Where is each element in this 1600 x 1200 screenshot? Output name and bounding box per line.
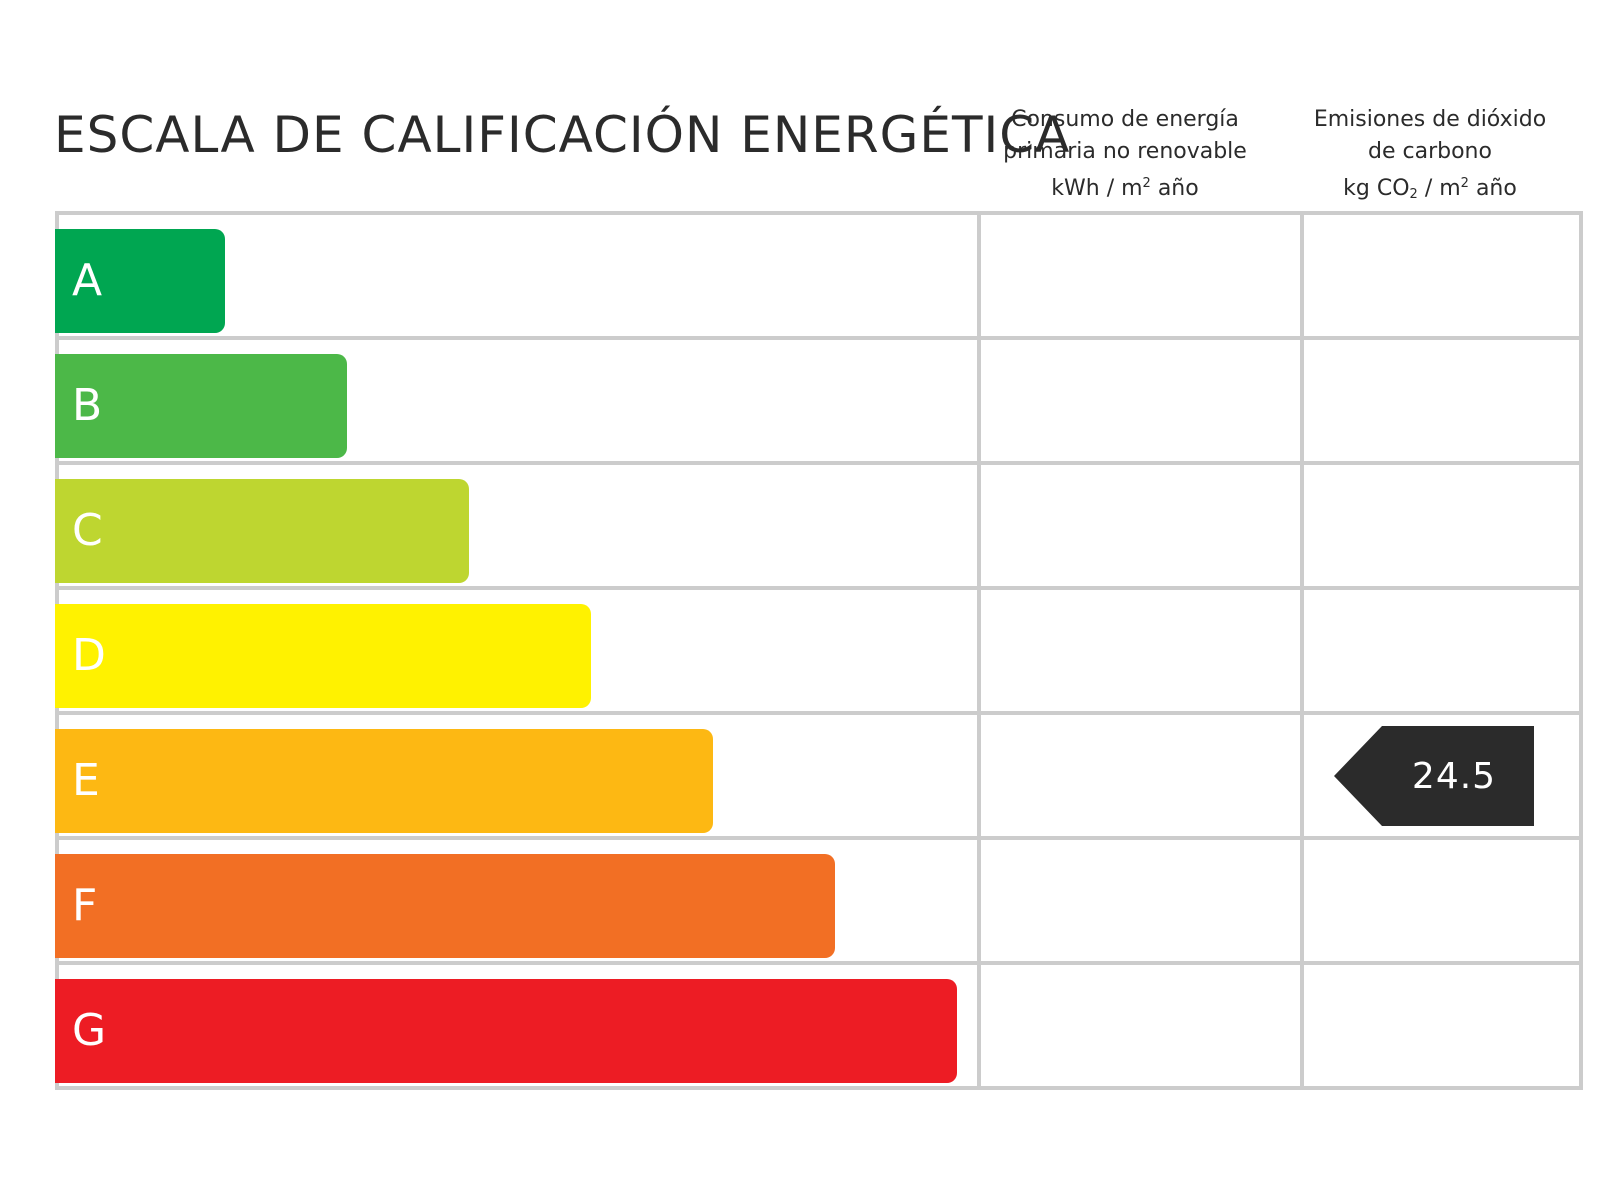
grid-vline	[1579, 211, 1583, 1090]
consumo-unit-b: año	[1150, 176, 1199, 201]
grid-vline	[1300, 211, 1304, 1090]
emisiones-unit-mid: / m	[1417, 176, 1461, 201]
rating-pointer-arrow	[1334, 726, 1534, 826]
emisiones-unit-sup: 2	[1460, 176, 1469, 191]
consumo-unit-a: kWh / m	[1051, 176, 1143, 201]
rating-pointer-shape	[1334, 726, 1534, 826]
emisiones-unit-a: kg CO	[1343, 176, 1410, 201]
bar-d: D	[55, 604, 591, 708]
bar-label: F	[72, 880, 98, 931]
bar-a: A	[55, 229, 225, 333]
grid-hline	[55, 711, 1583, 715]
emisiones-column-header: Emisiones de dióxido de carbono kg CO2 /…	[1290, 104, 1570, 211]
emisiones-header-unit: kg CO2 / m2 año	[1290, 168, 1570, 211]
emisiones-header-line2: de carbono	[1368, 139, 1492, 164]
bar-label: D	[72, 630, 106, 681]
grid-hline	[55, 211, 1583, 215]
bar-f: F	[55, 854, 835, 958]
bar-label: E	[72, 755, 100, 806]
grid-hline	[55, 461, 1583, 465]
bar-b: B	[55, 354, 347, 458]
emisiones-unit-b: año	[1468, 176, 1517, 201]
bar-label: B	[72, 380, 103, 431]
consumo-header-unit: kWh / m2 año	[975, 168, 1275, 205]
grid-hline	[55, 961, 1583, 965]
rating-pointer-value: 24.5	[1411, 755, 1497, 797]
bar-label: A	[72, 255, 103, 306]
consumo-header-line1: Consumo de energía	[1011, 107, 1239, 132]
bar-c: C	[55, 479, 469, 583]
bar-g: G	[55, 979, 957, 1083]
grid-hline	[55, 1086, 1583, 1090]
grid-hline	[55, 836, 1583, 840]
bar-e: E	[55, 729, 713, 833]
consumo-header-line2: primaria no renovable	[1003, 139, 1247, 164]
emisiones-header-line1: Emisiones de dióxido	[1313, 107, 1547, 132]
grid-vline	[977, 211, 981, 1090]
bar-label: G	[72, 1005, 107, 1056]
consumo-unit-sup: 2	[1142, 176, 1151, 191]
rating-grid	[55, 211, 1583, 1091]
page-title: ESCALA DE CALIFICACIÓN ENERGÉTICA	[54, 106, 1071, 164]
emisiones-unit-sub: 2	[1409, 187, 1418, 202]
consumo-column-header: Consumo de energía primaria no renovable…	[975, 104, 1275, 205]
bar-label: C	[72, 505, 103, 556]
rating-pointer: 24.5	[1334, 726, 1534, 826]
grid-hline	[55, 336, 1583, 340]
grid-hline	[55, 586, 1583, 590]
